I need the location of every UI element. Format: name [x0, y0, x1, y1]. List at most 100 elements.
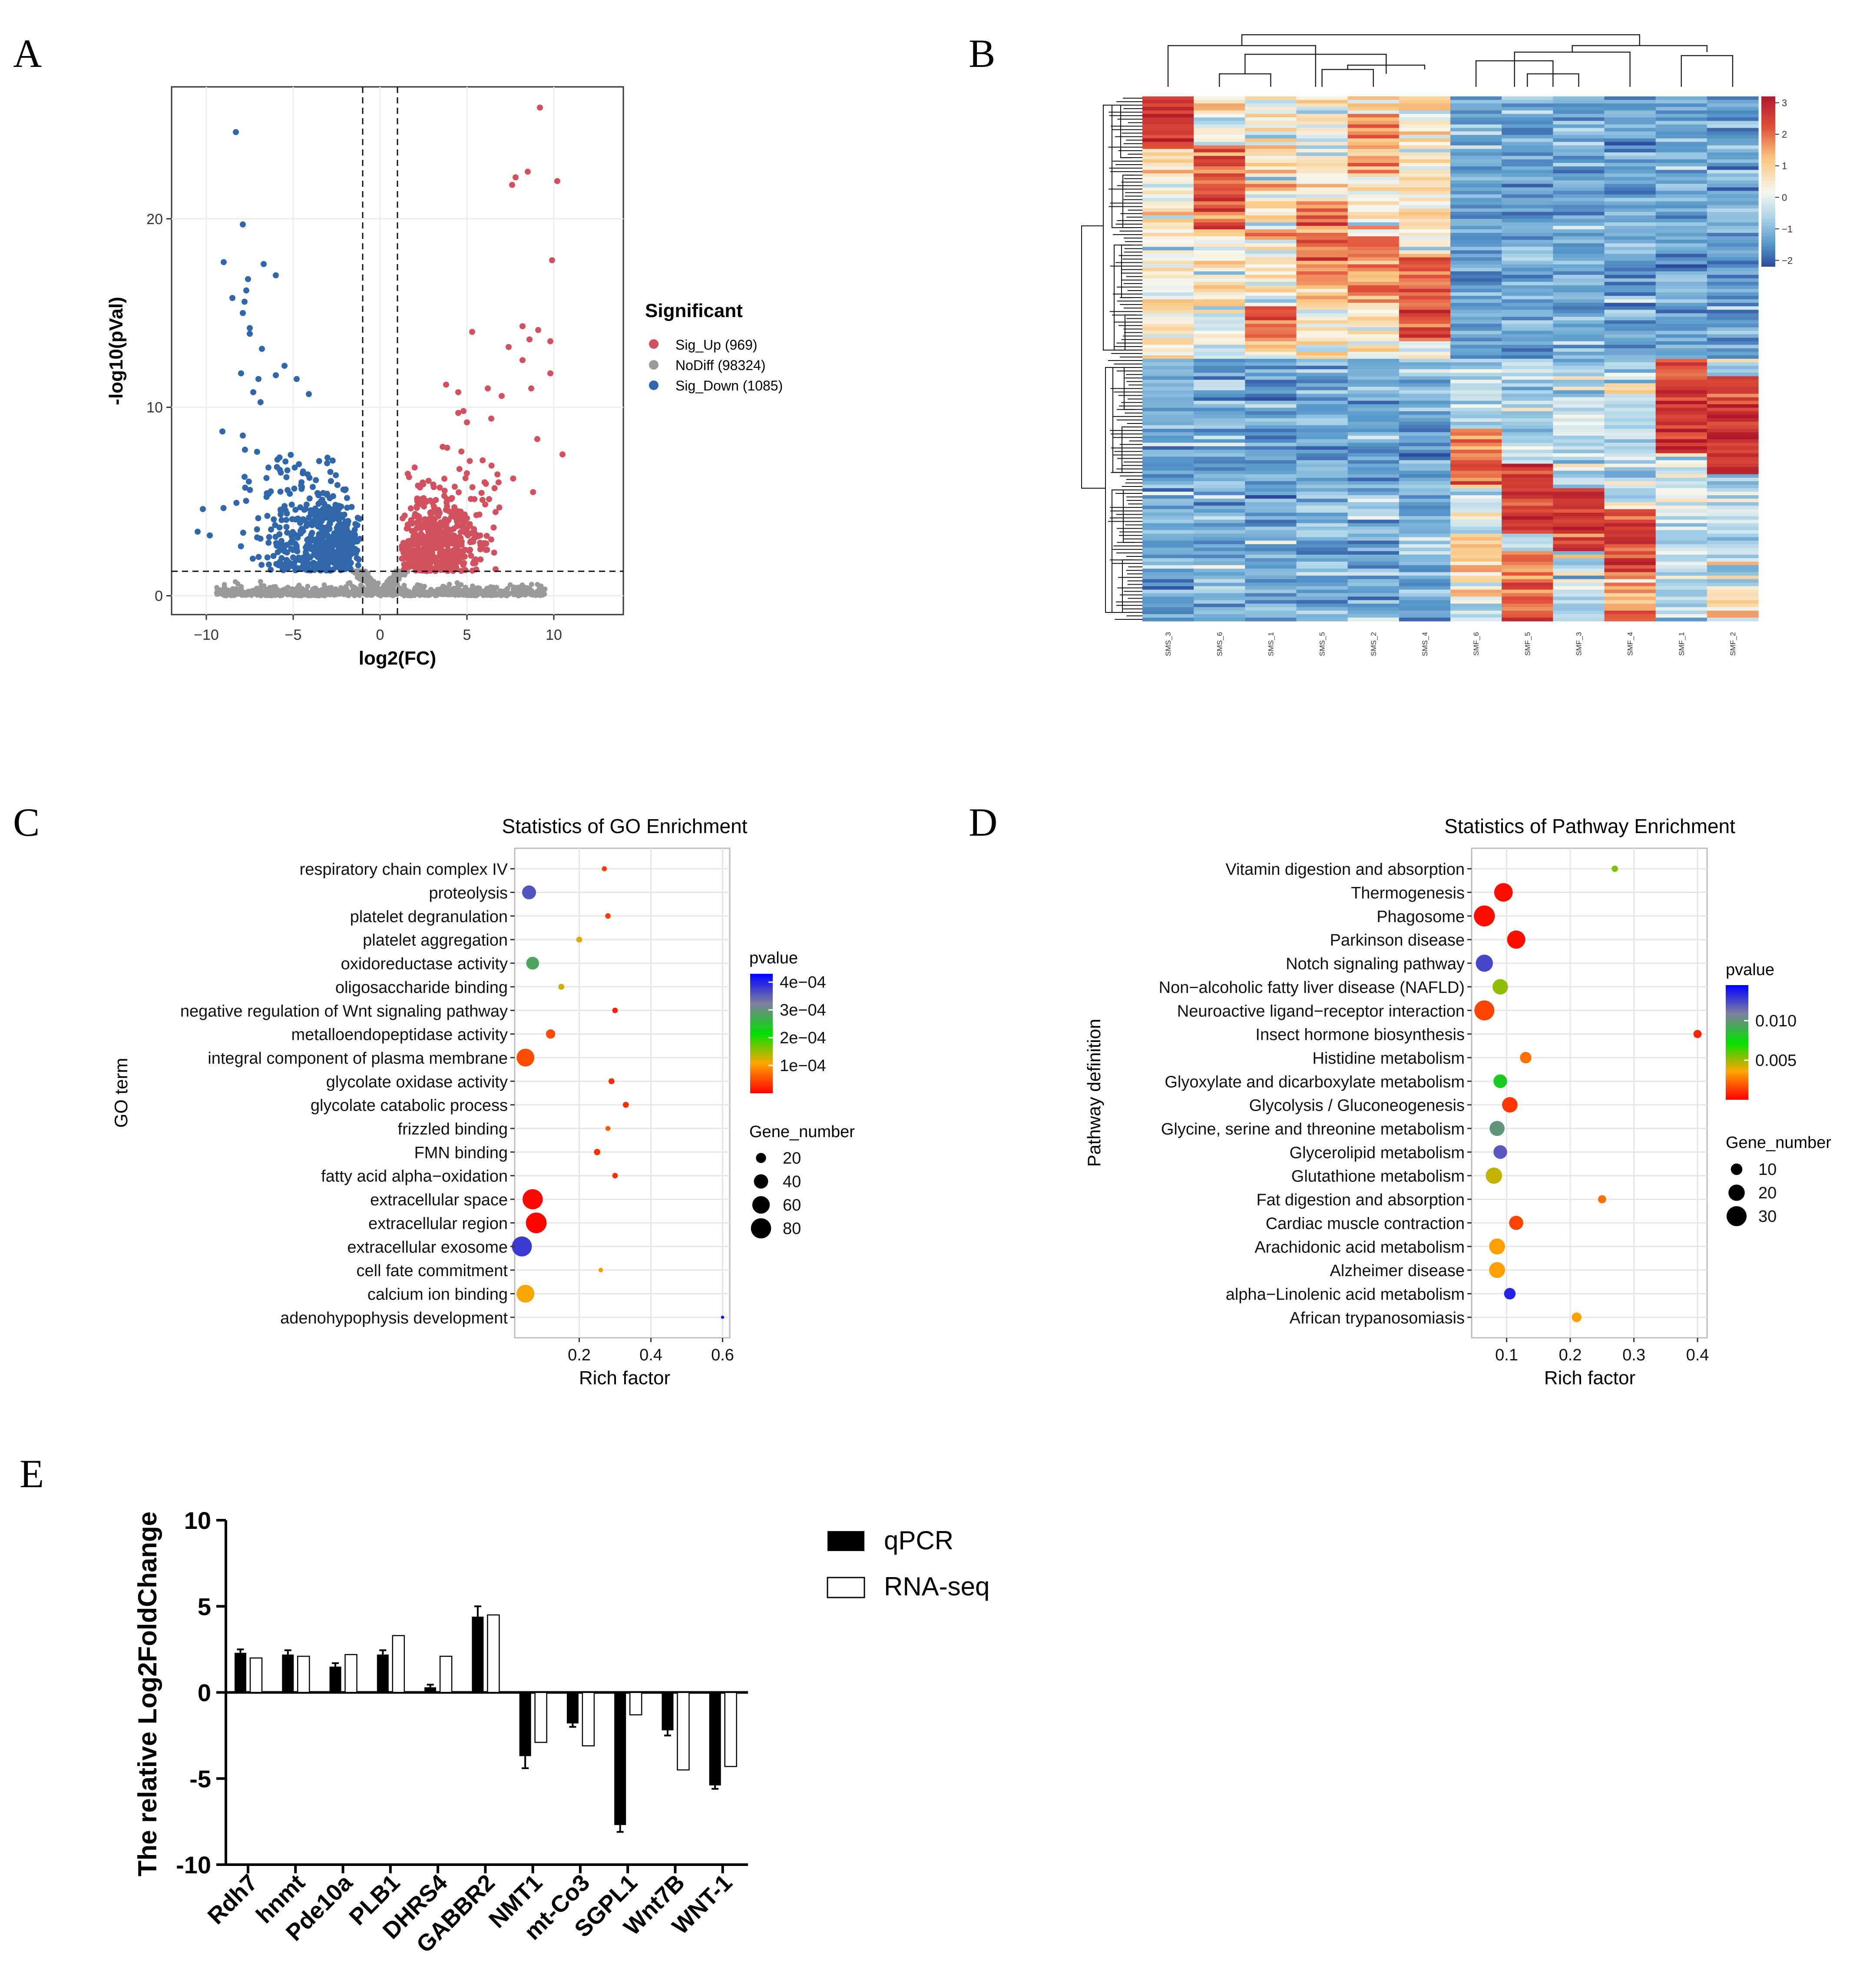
heatmap-cell	[1655, 460, 1707, 464]
nodiff-point	[321, 582, 327, 588]
heatmap-cell	[1296, 180, 1348, 184]
nodiff-point	[427, 592, 433, 597]
heatmap-cell	[1399, 369, 1451, 373]
heatmap-cell	[1553, 334, 1605, 338]
heatmap-cell	[1347, 509, 1400, 513]
heatmap-cell	[1707, 513, 1759, 516]
heatmap-cell	[1553, 131, 1605, 136]
heatmap-cell	[1655, 320, 1707, 324]
heatmap-cell	[1142, 359, 1194, 363]
heatmap-cell	[1604, 355, 1656, 359]
nodiff-point	[232, 589, 238, 595]
heatmap-cell	[1655, 516, 1707, 520]
sig-down-point	[316, 458, 322, 464]
heatmap-cell	[1450, 337, 1502, 342]
sig-up-point	[554, 178, 560, 184]
heatmap-cell	[1347, 610, 1400, 615]
sig-down-point	[288, 546, 295, 552]
sig-down-point	[240, 432, 246, 439]
heatmap-cell	[1245, 208, 1297, 212]
heatmap-cell	[1296, 366, 1348, 370]
heatmap-cell	[1245, 281, 1297, 286]
sig-up-point	[520, 323, 526, 330]
heatmap-cell	[1604, 145, 1656, 149]
heatmap-cell	[1707, 429, 1759, 433]
heatmap-cell	[1245, 523, 1297, 527]
heatmap-cell	[1553, 579, 1605, 583]
heatmap-cell	[1142, 456, 1194, 461]
heatmap-cell	[1655, 373, 1707, 377]
heatmap-cell	[1502, 292, 1553, 296]
heatmap-cell	[1296, 397, 1348, 401]
heatmap-cell	[1142, 187, 1194, 192]
heatmap-cell	[1604, 170, 1656, 174]
heatmap-cell	[1553, 610, 1605, 615]
heatmap-cell	[1399, 610, 1451, 615]
heatmap-cell	[1399, 526, 1451, 531]
nodiff-point	[458, 582, 464, 588]
heatmap-cell	[1142, 506, 1194, 509]
heatmap-cell	[1707, 292, 1759, 296]
heatmap-cell	[1707, 331, 1759, 335]
heatmap-cell	[1194, 100, 1245, 104]
sig-down-point	[317, 519, 324, 526]
sig-down-point	[344, 505, 351, 511]
heatmap-cell	[1399, 313, 1451, 317]
sig-up-point	[488, 462, 495, 469]
heatmap-column-label: SMF_1	[1678, 632, 1686, 656]
heatmap-cell	[1142, 313, 1194, 317]
sig-down-point	[272, 522, 278, 528]
heatmap-cell	[1347, 429, 1400, 433]
heatmap-cell	[1655, 163, 1707, 167]
sig-down-point	[333, 472, 339, 479]
heatmap-cell	[1450, 603, 1502, 608]
heatmap-cell	[1296, 407, 1348, 412]
heatmap-cell	[1604, 205, 1656, 209]
heatmap-cell	[1296, 152, 1348, 156]
heatmap-cell	[1142, 513, 1194, 516]
heatmap-cell	[1655, 586, 1707, 590]
heatmap-cell	[1296, 376, 1348, 380]
heatmap-cell	[1399, 513, 1451, 516]
heatmap-cell	[1296, 467, 1348, 471]
heatmap-cell	[1194, 261, 1245, 265]
sig-down-point	[259, 346, 265, 352]
heatmap-cell	[1707, 572, 1759, 576]
heatmap-cell	[1194, 173, 1245, 177]
heatmap-cell	[1450, 355, 1502, 359]
heatmap-cell	[1142, 205, 1194, 209]
nodiff-point	[238, 584, 244, 589]
heatmap-cell	[1707, 411, 1759, 415]
heatmap-cell	[1347, 296, 1400, 300]
heatmap-cell	[1707, 467, 1759, 471]
sig-down-point	[296, 461, 302, 467]
heatmap-cell	[1142, 533, 1194, 538]
sig-up-point	[471, 526, 477, 533]
heatmap-cell	[1502, 124, 1553, 129]
heatmap-cell	[1245, 107, 1297, 111]
heatmap-cell	[1707, 576, 1759, 579]
heatmap-cell	[1194, 288, 1245, 293]
pw-term-label: Glutathione metabolism	[1291, 1168, 1465, 1186]
heatmap-cell	[1707, 233, 1759, 237]
heatmap-cell	[1245, 261, 1297, 265]
heatmap-cell	[1553, 614, 1605, 618]
sig-up-point	[471, 558, 477, 564]
heatmap-cell	[1502, 324, 1553, 328]
heatmap-cell	[1707, 380, 1759, 384]
go-size-legend-dot	[752, 1196, 770, 1214]
heatmap-cell	[1553, 170, 1605, 174]
heatmap-cell	[1655, 397, 1707, 401]
heatmap-cell	[1655, 131, 1707, 136]
heatmap-cell	[1604, 526, 1656, 531]
heatmap-cell	[1502, 107, 1553, 111]
heatmap-cell	[1502, 551, 1553, 555]
heatmap-cell	[1296, 170, 1348, 174]
heatmap-cell	[1399, 523, 1451, 527]
nodiff-point	[501, 590, 506, 596]
heatmap-cell	[1399, 142, 1451, 146]
heatmap-cell	[1245, 184, 1297, 188]
nodiff-point	[351, 586, 356, 592]
heatmap-cell	[1399, 460, 1451, 464]
sig-down-point	[271, 516, 277, 523]
